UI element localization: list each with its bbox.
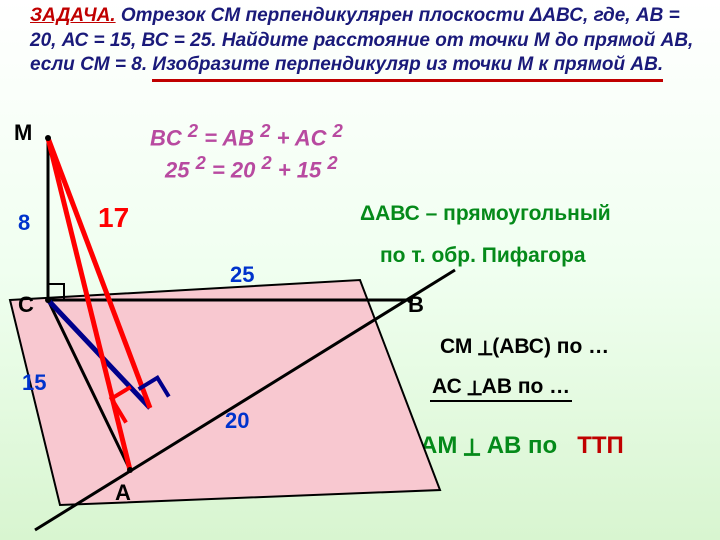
dot-c bbox=[45, 297, 51, 303]
value-17: 17 bbox=[98, 202, 129, 234]
label-b: В bbox=[408, 292, 424, 318]
label-m: М bbox=[14, 120, 32, 146]
geometry-diagram bbox=[0, 0, 720, 540]
value-25: 25 bbox=[230, 262, 254, 288]
dot-a bbox=[127, 467, 133, 473]
value-15: 15 bbox=[22, 370, 46, 396]
dot-m bbox=[45, 135, 51, 141]
value-8: 8 bbox=[18, 210, 30, 236]
label-c: С bbox=[18, 292, 34, 318]
label-a: А bbox=[115, 480, 131, 506]
plane-abc bbox=[10, 280, 440, 505]
value-20: 20 bbox=[225, 408, 249, 434]
